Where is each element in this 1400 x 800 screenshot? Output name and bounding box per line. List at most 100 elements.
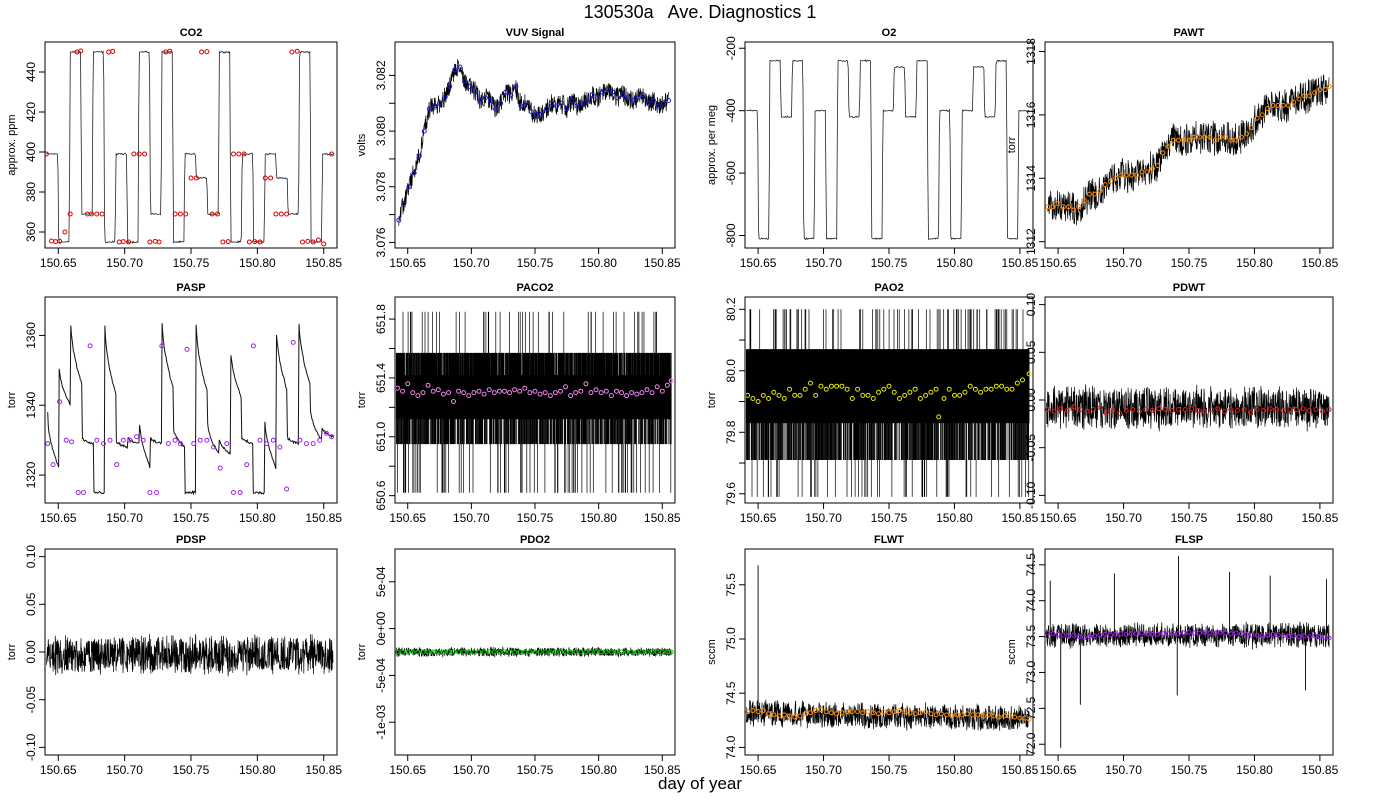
average-point	[1143, 407, 1149, 412]
average-point	[1113, 631, 1119, 637]
average-point	[1326, 407, 1332, 412]
average-point	[426, 106, 432, 112]
average-point	[456, 649, 462, 655]
average-point	[1191, 134, 1197, 140]
average-point	[1149, 408, 1155, 413]
average-point	[946, 386, 952, 392]
average-point	[305, 238, 311, 244]
average-point	[532, 649, 538, 655]
average-point	[472, 89, 478, 95]
average-point	[1280, 633, 1286, 639]
x-tick-label: 150.80	[1236, 256, 1273, 270]
average-point	[766, 396, 772, 401]
average-point	[300, 239, 305, 245]
average-point	[849, 396, 855, 401]
average-point	[49, 238, 55, 244]
panel-title: FLSP	[1175, 534, 1203, 546]
average-point	[513, 84, 519, 89]
average-point	[522, 649, 528, 655]
average-point	[1296, 634, 1302, 640]
x-tick-label: 150.70	[453, 763, 490, 777]
plot-frame	[394, 41, 676, 249]
average-point	[1267, 406, 1273, 412]
average-point	[430, 649, 436, 655]
average-point	[262, 175, 268, 181]
average-point	[983, 386, 989, 392]
average-point	[619, 390, 624, 396]
average-point	[45, 151, 49, 157]
average-point	[127, 437, 133, 443]
panel-title: O2	[882, 27, 897, 39]
plot-frame	[744, 548, 1034, 756]
y-axis-label: torr	[356, 391, 368, 408]
average-point	[886, 710, 892, 716]
panel-pawt: PAWT torr 150.65 150.70 150.75 150.80 150.85 13…	[1006, 27, 1339, 270]
average-point	[1197, 134, 1202, 140]
average-point	[907, 710, 913, 716]
average-point	[1223, 134, 1229, 140]
average-point	[1234, 408, 1240, 413]
y-tick-label: 420	[24, 102, 38, 122]
average-point	[1317, 87, 1323, 92]
x-tick-label: 150.85	[1002, 256, 1039, 270]
average-point	[1254, 407, 1260, 412]
panel-pao2: PAO2 torr 150.65 150.70 150.75 150.80 150.85 79…	[706, 282, 1039, 525]
average-point	[518, 103, 524, 109]
average-point	[891, 709, 897, 715]
average-point	[1045, 630, 1051, 636]
average-point	[745, 709, 751, 715]
average-point	[579, 100, 585, 106]
average-point	[1087, 191, 1092, 197]
average-point	[430, 388, 436, 394]
average-point	[527, 649, 533, 655]
x-tick-label: 150.80	[580, 763, 617, 777]
average-point	[172, 437, 178, 443]
panel-pdo2: PDO2 torr 150.65 150.70 150.75 150.80 150.85 -1…	[356, 534, 681, 777]
average-point	[57, 238, 63, 244]
panel-paco2: PACO2 torr 150.65 150.70 150.75 150.80 150.85 6…	[356, 282, 681, 525]
average-point	[45, 441, 51, 447]
average-point	[993, 383, 999, 389]
average-point	[1149, 631, 1155, 637]
y-axis-label: sccm	[706, 639, 718, 665]
average-point	[1208, 407, 1214, 412]
average-point	[197, 437, 203, 443]
x-tick-label: 150.80	[580, 256, 617, 270]
panel-title: CO2	[180, 27, 203, 39]
average-point	[1286, 102, 1291, 108]
average-point	[147, 239, 153, 245]
average-point	[284, 486, 290, 492]
average-point	[1170, 137, 1176, 143]
panel-vuv-signal: VUV Signal volts 150.65 150.70 150.75 150.80 1…	[356, 27, 681, 270]
average-point	[537, 391, 543, 397]
average-point	[1249, 125, 1255, 131]
data-trace	[395, 311, 672, 493]
average-point	[1170, 630, 1176, 636]
average-point	[1259, 112, 1265, 118]
average-point	[1215, 406, 1221, 412]
average-point	[1313, 407, 1319, 412]
average-point	[1176, 407, 1181, 412]
average-point	[1202, 629, 1208, 635]
x-tick-label: 150.80	[239, 511, 276, 525]
average-point	[928, 389, 934, 395]
average-point	[980, 713, 986, 719]
average-point	[870, 396, 876, 401]
average-point	[1130, 407, 1136, 412]
average-point	[120, 239, 126, 245]
average-point	[491, 390, 497, 396]
average-point	[967, 383, 973, 389]
average-point	[491, 649, 497, 655]
average-point	[1006, 713, 1012, 719]
average-point	[154, 490, 159, 495]
y-tick-label: 3.082	[374, 60, 388, 90]
average-point	[1182, 407, 1188, 412]
y-tick-label: 1320	[24, 461, 38, 488]
average-point	[1045, 407, 1051, 412]
plot-area	[746, 59, 1030, 241]
panel-co2: CO2 approx. ppm 150.65 150.70 150.75 150.80 15…	[6, 27, 342, 270]
average-point	[578, 388, 584, 394]
average-point	[496, 388, 502, 394]
average-point	[1092, 633, 1098, 639]
